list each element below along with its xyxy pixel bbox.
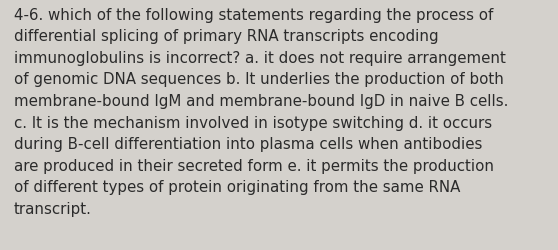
Text: 4-6. which of the following statements regarding the process of
differential spl: 4-6. which of the following statements r… (14, 8, 508, 216)
